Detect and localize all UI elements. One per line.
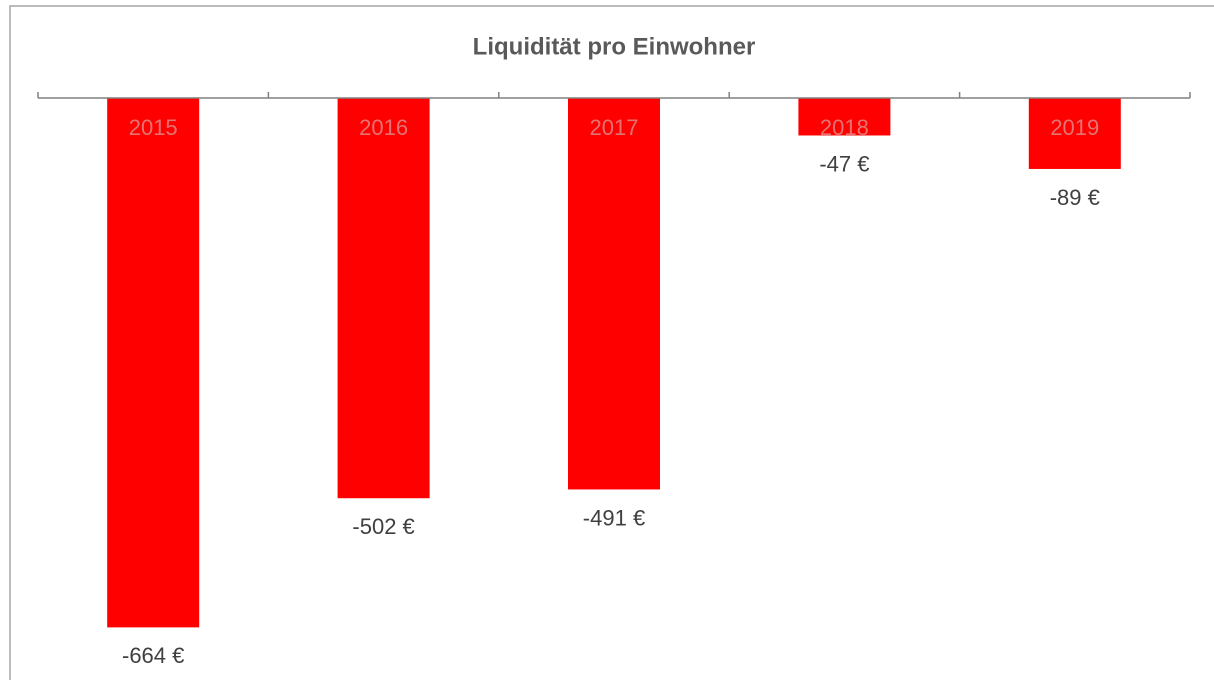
chart-frame	[9, 5, 1214, 680]
data-label: -491 €	[583, 505, 645, 530]
x-tick-label: 2016	[359, 115, 408, 140]
x-tick-label: 2017	[590, 115, 639, 140]
chart-title: Liquidität pro Einwohner	[473, 33, 756, 60]
bar	[568, 98, 660, 490]
bar	[798, 98, 891, 136]
x-tick-label: 2018	[820, 115, 869, 140]
data-label: -664 €	[122, 643, 184, 668]
bar	[337, 98, 430, 499]
data-label: -502 €	[352, 514, 414, 539]
x-tick-label: 2019	[1050, 115, 1099, 140]
bar	[107, 98, 200, 628]
data-label: -89 €	[1050, 185, 1100, 210]
x-tick-label: 2015	[129, 115, 178, 140]
data-label: -47 €	[819, 151, 869, 176]
bar	[1028, 98, 1121, 169]
